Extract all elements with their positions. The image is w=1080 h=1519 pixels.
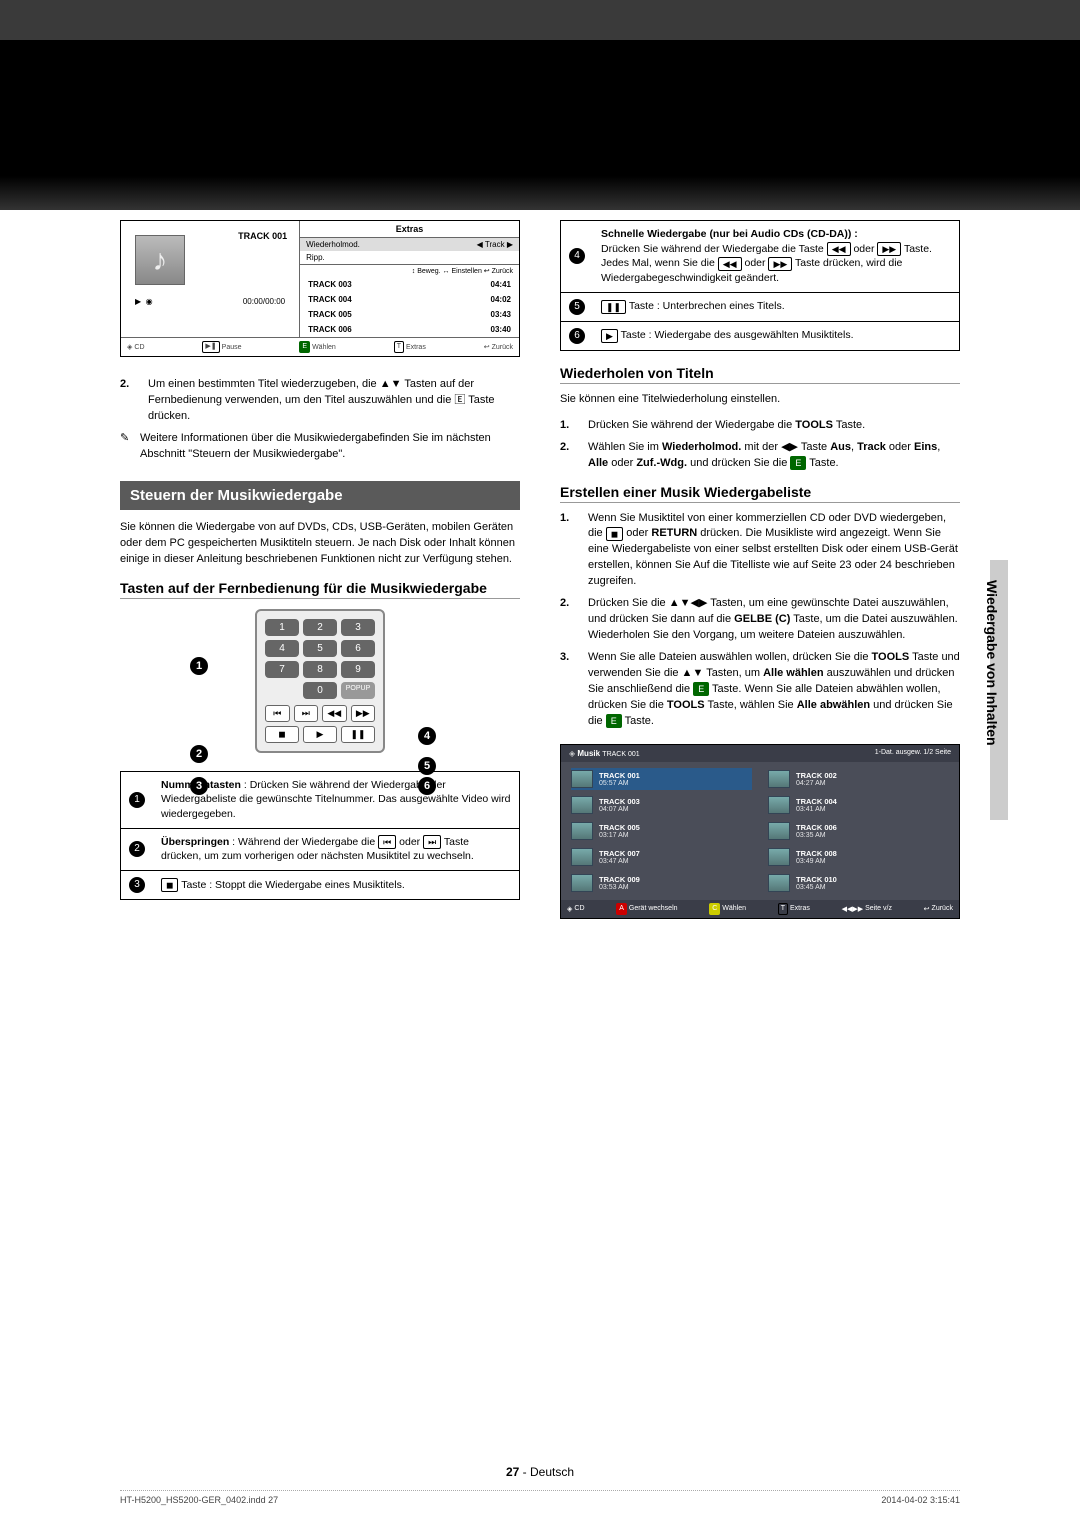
key-8: 8 bbox=[303, 661, 337, 678]
menu-hints: ↕ Beweg. ↔ Einstellen ↩ Zurück bbox=[300, 264, 519, 277]
key-pause: ❚❚ bbox=[341, 726, 375, 743]
remote-body: 123 456 789 0POPUP ⏮⏭ ◀◀▶▶ ◼▶❚❚ bbox=[255, 609, 385, 753]
key-popup: POPUP bbox=[341, 682, 375, 699]
menu-wiederholmod[interactable]: Wiederholmod. ◀ Track ▶ bbox=[300, 238, 519, 251]
desc-table-right: 4Schnelle Wiedergabe (nur bei Audio CDs … bbox=[560, 220, 960, 351]
key-1: 1 bbox=[265, 619, 299, 636]
player-footer: ◈ CD ▶❚ Pause E Wählen T Extras ↩ Zurück bbox=[121, 337, 519, 356]
key-rw: ◀◀ bbox=[322, 705, 347, 722]
repeat-steps: 1.Drücken Sie während der Wiedergabe die… bbox=[560, 418, 960, 472]
music-note-icon: ♪ bbox=[135, 235, 185, 285]
key-0: 0 bbox=[303, 682, 337, 699]
page-footer: 27 - Deutsch bbox=[0, 1465, 1080, 1479]
remote-diagram: 123 456 789 0POPUP ⏮⏭ ◀◀▶▶ ◼▶❚❚ 1 2 3 bbox=[120, 609, 520, 753]
pencil-icon: ✎ bbox=[120, 431, 140, 463]
player-status: ▶ ◉ 00:00/00:00 bbox=[127, 293, 293, 310]
subheading-remote: Tasten auf der Fernbedienung für die Mus… bbox=[120, 580, 520, 599]
key-play: ▶ bbox=[303, 726, 337, 743]
note-paragraph: ✎ Weitere Informationen über die Musikwi… bbox=[120, 431, 520, 463]
extras-header: Extras bbox=[300, 221, 519, 238]
step-number: 2. bbox=[120, 377, 148, 425]
play-icon: ▶ ◉ bbox=[135, 297, 153, 306]
playlist-steps: 1.Wenn Sie Musiktitel von einer kommerzi… bbox=[560, 511, 960, 730]
key-4: 4 bbox=[265, 640, 299, 657]
step-text: Um einen bestimmten Titel wiederzugeben,… bbox=[148, 377, 520, 425]
desc-table-left: 1Nummerntasten : Drücken Sie während der… bbox=[120, 771, 520, 900]
browser-footer: ◈ CD A Gerät wechseln C Wählen T Extras … bbox=[561, 900, 959, 918]
side-tab: Wiedergabe von Inhalten bbox=[984, 580, 1000, 746]
callout-3: 3 bbox=[190, 777, 208, 795]
page: Wiedergabe von Inhalten ♪ TRACK 001 ▶ ◉ … bbox=[0, 40, 1080, 1519]
key-2: 2 bbox=[303, 619, 337, 636]
section-intro: Sie können die Wiedergabe von auf DVDs, … bbox=[120, 520, 520, 568]
status-time: 00:00/00:00 bbox=[243, 297, 285, 306]
meta-footer: HT-H5200_HS5200-GER_0402.indd 27 2014-04… bbox=[120, 1490, 960, 1505]
key-5: 5 bbox=[303, 640, 337, 657]
dark-header-bg bbox=[0, 40, 1080, 210]
callout-4: 4 bbox=[418, 727, 436, 745]
key-6: 6 bbox=[341, 640, 375, 657]
callout-5: 5 bbox=[418, 757, 436, 775]
key-7: 7 bbox=[265, 661, 299, 678]
key-3: 3 bbox=[341, 619, 375, 636]
key-stop: ◼ bbox=[265, 726, 299, 743]
section-heading: Steuern der Musikwiedergabe bbox=[120, 481, 520, 510]
callout-1: 1 bbox=[190, 657, 208, 675]
track-list: TRACK 00304:41 TRACK 00404:02 TRACK 0050… bbox=[300, 277, 519, 337]
step-list-left: 2.Um einen bestimmten Titel wiederzugebe… bbox=[120, 377, 520, 425]
menu-ripp[interactable]: Ripp. bbox=[300, 251, 519, 264]
callout-6: 6 bbox=[418, 777, 436, 795]
key-next: ⏭ bbox=[294, 705, 319, 722]
repeat-intro: Sie können eine Titelwiederholung einste… bbox=[560, 392, 960, 408]
left-column: ♪ TRACK 001 ▶ ◉ 00:00/00:00 Extras Wiede… bbox=[120, 220, 520, 919]
subheading-playlist: Erstellen einer Musik Wiedergabeliste bbox=[560, 484, 960, 503]
key-prev: ⏮ bbox=[265, 705, 290, 722]
music-browser-screenshot: ◈ Musik TRACK 001 1-Dat. ausgew. 1/2 Sei… bbox=[560, 744, 960, 919]
right-column: 4Schnelle Wiedergabe (nur bei Audio CDs … bbox=[560, 220, 960, 919]
player-screenshot: ♪ TRACK 001 ▶ ◉ 00:00/00:00 Extras Wiede… bbox=[120, 220, 520, 357]
crop-mark bbox=[60, 50, 80, 70]
callout-2: 2 bbox=[190, 745, 208, 763]
subheading-repeat: Wiederholen von Titeln bbox=[560, 365, 960, 384]
key-ff: ▶▶ bbox=[351, 705, 376, 722]
current-track: TRACK 001 bbox=[193, 227, 293, 245]
key-9: 9 bbox=[341, 661, 375, 678]
